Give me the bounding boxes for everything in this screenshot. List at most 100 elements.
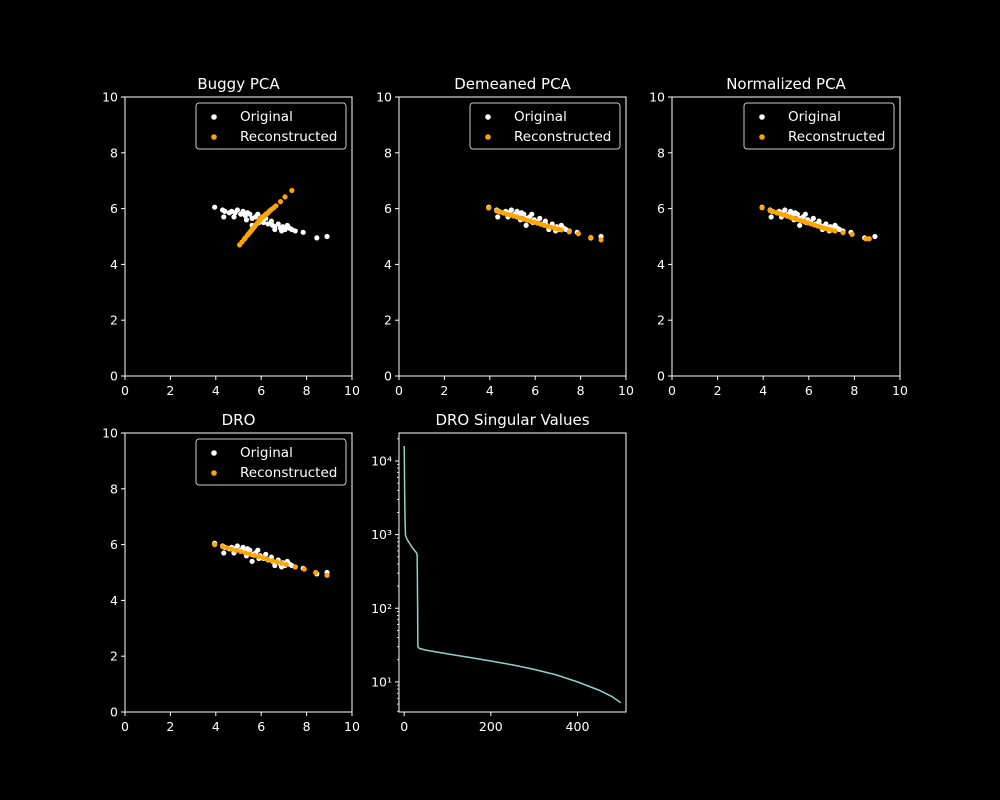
y-tick-label: 8 — [110, 145, 118, 160]
legend-label: Reconstructed — [788, 129, 885, 145]
subplot-3: Normalized PCA 0 2 4 6 8 10 0 2 4 6 8 10 Original Reco… — [649, 75, 908, 398]
original-point — [292, 228, 298, 234]
y-tick-label: 10⁴ — [371, 453, 392, 468]
y-tick-label: 10 — [649, 90, 665, 105]
legend-label: Original — [514, 109, 567, 125]
original-point — [221, 550, 227, 556]
original-point — [240, 208, 246, 214]
original-point — [537, 215, 543, 221]
legend: Original Reconstructed — [195, 438, 347, 486]
y-tick-label: 10 — [102, 426, 118, 441]
y-tick-label: 4 — [110, 593, 118, 608]
x-tick-label: 2 — [166, 383, 174, 398]
original-point — [268, 218, 275, 224]
legend-label: Original — [240, 445, 293, 461]
x-tick-label: 8 — [850, 383, 858, 398]
x-tick-label: 10 — [344, 719, 360, 734]
subplot-2: Demeaned PCA 0 2 4 6 8 10 0 2 4 6 8 10 Original Recons… — [376, 75, 634, 398]
original-point — [221, 214, 227, 220]
legend-marker — [485, 134, 491, 140]
chart-title: DRO — [222, 411, 256, 429]
y-tick-label: 10³ — [371, 527, 392, 542]
legend-box — [469, 102, 621, 150]
original-point — [521, 211, 527, 217]
original-point — [495, 214, 501, 220]
plot-area — [759, 204, 878, 242]
y-tick-label: 6 — [110, 201, 118, 216]
reconstructed-point — [233, 547, 239, 554]
original-point — [810, 215, 816, 221]
original-point — [231, 214, 237, 220]
legend-label: Reconstructed — [240, 129, 337, 145]
original-point — [768, 214, 774, 220]
axes-frame — [124, 432, 353, 713]
subplot-5: DRO Singular Values 0 200 400 10¹ 10² 10³ 10⁴ — [371, 411, 627, 734]
chart-title: DRO Singular Values — [435, 411, 589, 429]
reconstructed-point — [238, 548, 244, 555]
original-point — [802, 211, 808, 217]
reconstructed-point — [269, 558, 276, 564]
reconstructed-point — [224, 545, 230, 551]
legend-label: Reconstructed — [240, 465, 337, 481]
reconstructed-point — [558, 227, 564, 233]
subplot-1: Buggy PCA 0 2 4 6 8 10 0 2 4 6 8 10 Original Reconstru… — [102, 75, 360, 398]
reconstructed-point — [324, 572, 330, 578]
y-tick-label: 6 — [110, 537, 118, 552]
y-tick-label: 10 — [376, 90, 392, 105]
original-point — [275, 221, 281, 227]
x-tick-label: 10 — [892, 383, 908, 398]
original-point — [794, 211, 801, 217]
x-tick-label: 2 — [440, 383, 448, 398]
legend-marker — [211, 134, 217, 140]
reconstructed-point — [256, 553, 262, 560]
x-tick-label: 8 — [577, 383, 585, 398]
reconstructed-point — [866, 236, 872, 242]
x-tick-label: 8 — [303, 719, 311, 734]
original-point — [782, 207, 788, 213]
reconstructed-point — [283, 561, 289, 568]
original-point — [797, 222, 803, 228]
original-point — [247, 211, 253, 217]
y-tick-label: 8 — [384, 145, 392, 160]
plot-area — [486, 204, 604, 243]
y-tick-label: 10 — [102, 90, 118, 105]
axes-frame — [398, 96, 627, 377]
y-tick-label: 2 — [110, 313, 118, 328]
subplot-4: DRO 0 2 4 6 8 10 0 2 4 6 8 10 Original Reconstructed — [102, 411, 360, 734]
legend-box — [743, 102, 895, 150]
x-tick-label: 0 — [395, 383, 403, 398]
plot-area — [403, 445, 622, 704]
legend: Original Reconstructed — [469, 102, 621, 150]
plot-area — [212, 187, 330, 248]
legend-marker — [211, 470, 217, 476]
reconstructed-point — [313, 569, 319, 576]
original-point — [529, 211, 535, 217]
x-tick-label: 2 — [714, 383, 722, 398]
reconstructed-point — [265, 556, 271, 562]
legend: Original Reconstructed — [195, 102, 347, 150]
original-point — [314, 235, 320, 241]
x-tick-label: 6 — [257, 383, 265, 398]
legend-marker — [211, 450, 217, 456]
axes-frame — [671, 96, 901, 377]
y-tick-label: 8 — [110, 481, 118, 496]
legend-label: Reconstructed — [514, 129, 611, 145]
x-tick-label: 4 — [759, 383, 767, 398]
original-point — [234, 543, 240, 549]
reconstructed-point — [274, 559, 280, 565]
y-tick-label: 2 — [657, 313, 665, 328]
reconstructed-point — [242, 550, 248, 556]
reconstructed-point — [273, 203, 279, 209]
original-point — [514, 208, 520, 214]
y-tick-label: 4 — [657, 257, 665, 272]
original-point — [247, 547, 253, 553]
x-tick-label: 200 — [479, 719, 503, 734]
x-tick-label: 2 — [166, 719, 174, 734]
original-point — [872, 233, 878, 240]
x-tick-label: 0 — [668, 383, 676, 398]
original-point — [255, 547, 261, 553]
reconstructed-point — [212, 542, 218, 548]
reconstructed-point — [251, 552, 257, 559]
legend-marker — [759, 114, 765, 120]
